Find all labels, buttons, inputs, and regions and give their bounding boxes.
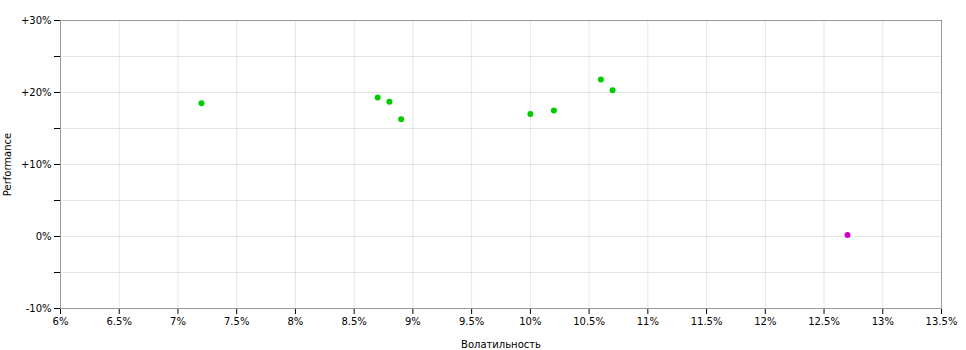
svg-text:9.5%: 9.5% (459, 316, 484, 327)
svg-text:13%: 13% (872, 316, 894, 327)
svg-text:11.5%: 11.5% (691, 316, 723, 327)
svg-text:+20%: +20% (21, 87, 52, 98)
svg-text:-10%: -10% (26, 303, 52, 314)
svg-text:10.5%: 10.5% (573, 316, 605, 327)
svg-text:12.5%: 12.5% (808, 316, 840, 327)
svg-text:11%: 11% (637, 316, 659, 327)
svg-text:6%: 6% (53, 316, 69, 327)
svg-text:6.5%: 6.5% (107, 316, 132, 327)
svg-text:10%: 10% (519, 316, 541, 327)
svg-text:+10%: +10% (21, 159, 52, 170)
svg-text:Волатильность: Волатильность (461, 339, 541, 350)
svg-text:13.5%: 13.5% (926, 316, 958, 327)
svg-text:0%: 0% (36, 231, 52, 242)
svg-text:+30%: +30% (21, 15, 52, 26)
svg-text:8%: 8% (287, 316, 303, 327)
svg-text:Performance: Performance (2, 133, 13, 196)
svg-text:9%: 9% (405, 316, 421, 327)
svg-text:8.5%: 8.5% (341, 316, 366, 327)
svg-text:7%: 7% (170, 316, 186, 327)
svg-text:7.5%: 7.5% (224, 316, 249, 327)
svg-text:12%: 12% (754, 316, 776, 327)
